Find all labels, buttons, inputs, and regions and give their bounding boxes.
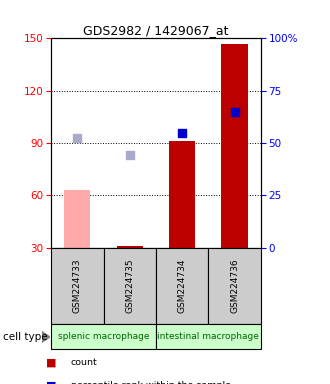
Point (180, 129, 185, 136)
Bar (156, 324, 261, 349)
Text: GSM224733: GSM224733 (73, 259, 82, 313)
Text: count: count (71, 358, 98, 367)
Polygon shape (42, 331, 50, 343)
Point (127, 152, 132, 158)
Text: percentile rank within the sample: percentile rank within the sample (71, 381, 231, 384)
Bar (104, 248, 156, 324)
Text: GSM224734: GSM224734 (178, 259, 187, 313)
Text: splenic macrophage: splenic macrophage (58, 333, 149, 341)
Text: GSM224736: GSM224736 (230, 259, 239, 313)
Bar (116, 246, 143, 248)
Text: ■: ■ (46, 380, 56, 384)
Bar (51, 324, 156, 349)
Bar (221, 44, 248, 248)
Title: GDS2982 / 1429067_at: GDS2982 / 1429067_at (83, 24, 229, 37)
Text: ■: ■ (46, 358, 56, 368)
Text: cell type: cell type (3, 332, 48, 342)
Bar (156, 248, 208, 324)
Text: GSM224735: GSM224735 (125, 259, 134, 313)
Point (232, 109, 237, 115)
Text: intestinal macrophage: intestinal macrophage (157, 333, 259, 341)
Bar (208, 248, 261, 324)
Bar (51, 248, 104, 324)
Point (75, 135, 80, 141)
Bar (169, 141, 195, 248)
Bar (64, 190, 90, 248)
